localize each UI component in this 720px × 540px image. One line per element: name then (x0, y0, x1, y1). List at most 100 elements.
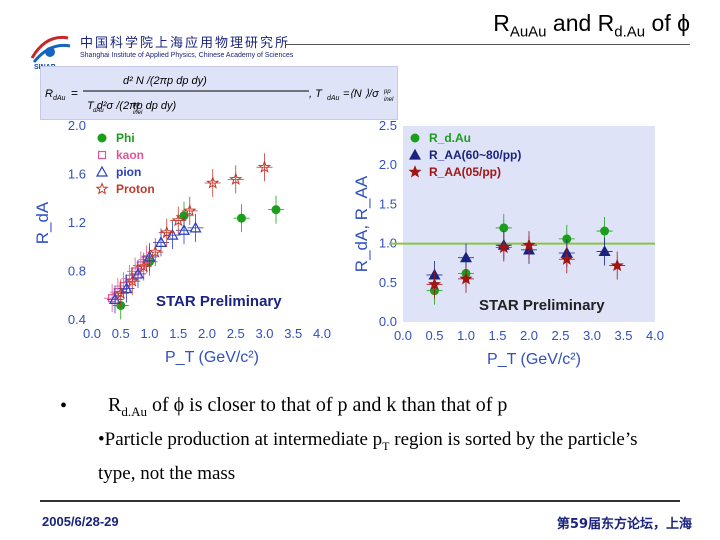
x-tick-label: 4.0 (646, 328, 664, 343)
data-point (459, 272, 473, 285)
plot-area (92, 126, 322, 320)
y-tick-label: 0.0 (379, 314, 397, 329)
data-point (183, 203, 197, 217)
data-point (108, 293, 122, 304)
y-axis-label: R_dA, R_AA (352, 175, 371, 272)
data-point (125, 274, 134, 283)
slide-title: RAuAu and Rd.Au of ϕ (493, 10, 690, 41)
data-point (560, 252, 574, 265)
legend: R_d.Au R_AA(60~80/pp) R_AA(05/pp) (408, 131, 521, 179)
legend-label: Proton (116, 182, 155, 196)
legend-label: R_AA(05/pp) (429, 165, 501, 179)
svg-text:=⟨N ⟩/σ: =⟨N ⟩/σ (343, 88, 379, 100)
data-point (600, 226, 610, 236)
formula-box: R dAu = d² N /(2πp dp dy) T d²σ /(2πp dp… (40, 66, 398, 120)
y-tick-label: 2.0 (68, 118, 86, 133)
bullet-2: •Particle production at intermediate pT … (98, 429, 638, 484)
data-point (562, 234, 572, 244)
data-point (108, 294, 117, 303)
svg-text:=: = (71, 86, 78, 100)
data-point (229, 172, 243, 185)
chart-panel-1: 0.0 0.5 1.0 1.5 2.0 2.5 3.0 3.5 4.0 0.4 0.8 1.2 1.6 2… (33, 118, 331, 366)
y-tick-label: 0.8 (68, 264, 86, 279)
bullet-1: Rd.Au of ϕ is closer to that of p and k … (108, 394, 508, 419)
footer-date: 2005/6/28-29 (42, 514, 119, 529)
data-point (171, 213, 185, 227)
data-point (160, 225, 174, 239)
svg-text:inel: inel (133, 110, 143, 116)
y-tick-label: 1.2 (68, 215, 86, 230)
svg-text:dAu: dAu (53, 95, 66, 102)
sinap-logo-icon (30, 35, 71, 63)
data-point (131, 267, 145, 279)
svg-text:d² N /(2πp dp dy): d² N /(2πp dp dy) (123, 75, 207, 87)
legend-marker (97, 150, 107, 160)
data-point (148, 245, 162, 258)
data-point (114, 286, 128, 300)
data-point (427, 277, 442, 290)
data-point (522, 238, 536, 251)
x-tick-label: 0.0 (83, 326, 101, 341)
data-point (154, 236, 168, 247)
y-tick-label: 2.0 (379, 157, 397, 172)
data-point (125, 274, 139, 287)
x-tick-label: 0.0 (394, 328, 412, 343)
legend: Phi kaon pion Proton (95, 131, 155, 196)
data-point (237, 213, 246, 223)
x-tick-label: 4.0 (313, 326, 331, 341)
institute-name-cn: 中国科学院上海应用物理研究所 (80, 36, 291, 51)
x-axis-label: P_T (GeV/c²) (487, 351, 581, 368)
svg-text:dAu: dAu (327, 95, 340, 102)
legend-marker (95, 182, 109, 195)
legend-label: Phi (116, 131, 135, 145)
y-tick-label: 0.4 (68, 312, 86, 327)
data-point (189, 221, 202, 233)
footer-conference: 第59届东方论坛，上海 (556, 517, 692, 532)
plot-area (403, 126, 655, 322)
svg-text:, T: , T (309, 88, 323, 100)
data-point (610, 258, 624, 272)
svg-text:pp: pp (383, 89, 391, 95)
x-tick-label: 2.5 (227, 326, 245, 341)
x-tick-label: 3.5 (284, 326, 302, 341)
bullet-marker: • (60, 395, 68, 417)
star-preliminary-label: STAR Preliminary (156, 293, 282, 310)
header-divider (285, 44, 690, 45)
data-point (271, 205, 281, 215)
y-axis-label: R_dA (33, 201, 52, 244)
data-point (120, 282, 133, 294)
legend-marker (97, 133, 107, 143)
svg-text:inel: inel (384, 97, 394, 103)
legend-marker (408, 148, 422, 160)
data-point (499, 223, 509, 233)
y-tick-label: 1.5 (379, 196, 397, 211)
legend-label: kaon (116, 148, 144, 162)
x-tick-label: 1.5 (488, 328, 506, 343)
data-point (177, 224, 191, 235)
x-tick-label: 1.5 (169, 326, 187, 341)
formula-graphic: R dAu = d² N /(2πp dp dy) T d²σ /(2πp dp… (45, 75, 394, 116)
data-point (459, 251, 473, 263)
x-tick-label: 1.0 (457, 328, 475, 343)
data-point (179, 211, 189, 221)
legend-marker (410, 133, 420, 143)
x-axis-label: P_T (GeV/c²) (165, 349, 259, 366)
legend-marker (95, 165, 109, 177)
y-tick-label: 2.5 (379, 118, 397, 133)
legend-label: R_AA(60~80/pp) (429, 148, 521, 162)
x-tick-label: 1.0 (140, 326, 158, 341)
x-tick-label: 0.5 (425, 328, 443, 343)
star-preliminary-label: STAR Preliminary (479, 297, 605, 314)
legend-label: pion (116, 165, 141, 179)
svg-text:R: R (45, 88, 53, 100)
data-point (166, 228, 179, 240)
x-tick-label: 2.0 (198, 326, 216, 341)
x-tick-label: 3.5 (614, 328, 632, 343)
y-tick-label: 0.5 (379, 275, 397, 290)
institute-name-en: Shanghai Institute of Applied Physics, C… (80, 52, 294, 59)
svg-text:T d²σ /(2πp dp dy): T d²σ /(2πp dp dy) (87, 100, 177, 112)
x-tick-label: 2.5 (551, 328, 569, 343)
chart-panel-2: 0.0 0.5 1.0 1.5 2.0 2.5 3.0 3.5 4.0 0.0 0.5 1.0 1.5 2… (352, 118, 664, 368)
svg-text:pp: pp (132, 102, 140, 108)
